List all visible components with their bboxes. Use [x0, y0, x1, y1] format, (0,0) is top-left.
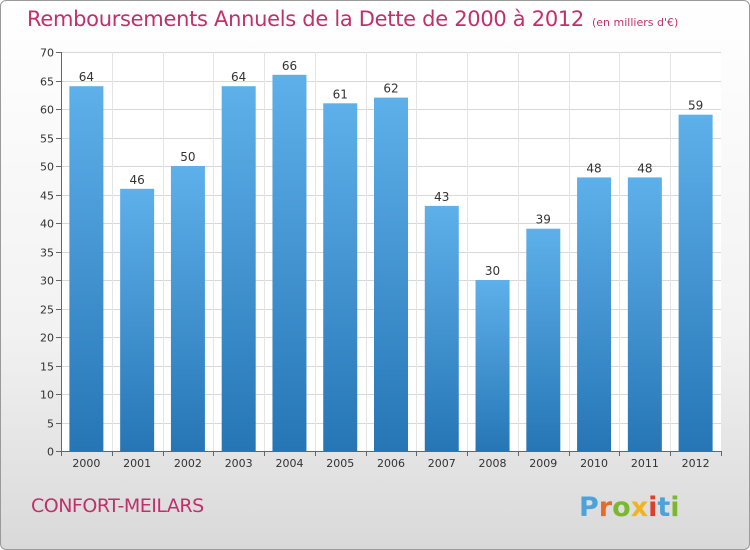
- x-tick-label: 2008: [479, 457, 507, 470]
- y-tick-label: 60: [40, 104, 54, 117]
- data-label: 64: [231, 70, 246, 84]
- chart-subtitle: (en milliers d'€): [592, 16, 679, 29]
- data-label: 39: [536, 213, 551, 227]
- bar: [323, 103, 358, 452]
- y-tick-label: 25: [40, 304, 54, 317]
- y-tick-label: 10: [40, 389, 54, 402]
- bar: [374, 97, 408, 451]
- y-tick-label: 15: [40, 361, 54, 374]
- y-tick-label: 50: [40, 161, 54, 174]
- bar: [120, 188, 155, 452]
- bar: [221, 86, 256, 451]
- data-label: 43: [434, 190, 449, 204]
- data-label: 61: [333, 87, 348, 101]
- y-tick-label: 65: [40, 76, 54, 89]
- x-tick-label: 2009: [529, 457, 557, 470]
- y-tick-label: 30: [40, 275, 54, 288]
- bar: [170, 166, 205, 451]
- chart-title-text: Remboursements Annuels de la Dette de 20…: [27, 7, 584, 31]
- y-tick-label: 5: [47, 418, 54, 431]
- logo-letter: o: [612, 492, 631, 523]
- y-tick-label: 20: [40, 332, 54, 345]
- logo-letter: r: [598, 492, 613, 523]
- data-label: 59: [688, 99, 703, 113]
- logo-letter: t: [657, 492, 671, 523]
- data-label: 30: [485, 264, 500, 278]
- bar: [69, 86, 104, 451]
- bar: [678, 114, 713, 451]
- data-label: 48: [637, 161, 652, 175]
- x-tick-label: 2006: [377, 457, 405, 470]
- x-tick-label: 2000: [72, 457, 100, 470]
- x-tick-label: 2002: [174, 457, 202, 470]
- y-tick-label: 55: [40, 133, 54, 146]
- data-label: 48: [586, 161, 601, 175]
- x-tick-label: 2007: [428, 457, 456, 470]
- bars: 64 46 50 64 66 61 62 43 30 39 48 48 59: [69, 59, 713, 452]
- x-tick-label: 2004: [275, 457, 303, 470]
- chart-title: Remboursements Annuels de la Dette de 20…: [27, 7, 678, 31]
- logo-letter: i: [670, 492, 680, 523]
- x-tick-label: 2001: [123, 457, 151, 470]
- bar: [272, 74, 307, 452]
- data-label: 64: [79, 70, 94, 84]
- x-tick-label: 2010: [580, 457, 608, 470]
- y-tick-label: 0: [47, 446, 54, 459]
- y-tick-label: 40: [40, 218, 54, 231]
- logo-letter: i: [648, 492, 658, 523]
- data-label: 66: [282, 59, 297, 73]
- axes: 0 5 10 15 20 25 30 35 40 45 50 55 60 65 70 2000 2001 2002…: [40, 47, 722, 470]
- y-tick-label: 35: [40, 247, 54, 260]
- bar: [526, 228, 561, 451]
- data-label: 62: [383, 82, 398, 96]
- y-tick-label: 70: [40, 47, 54, 60]
- bar: [577, 177, 612, 451]
- x-tick-label: 2012: [682, 457, 710, 470]
- data-label: 50: [180, 150, 195, 164]
- bar: [475, 280, 510, 451]
- x-tick-label: 2005: [326, 457, 354, 470]
- logo-letter: x: [630, 492, 649, 523]
- y-tick-label: 45: [40, 190, 54, 203]
- bar: [424, 205, 459, 451]
- x-tick-label: 2003: [225, 457, 253, 470]
- logo-letter: P: [579, 492, 599, 523]
- x-tick-label: 2011: [631, 457, 659, 470]
- proxiti-logo: Proxiti: [579, 492, 691, 524]
- bar: [627, 177, 662, 451]
- data-label: 46: [130, 173, 145, 187]
- commune-name: CONFORT-MEILARS: [31, 495, 204, 517]
